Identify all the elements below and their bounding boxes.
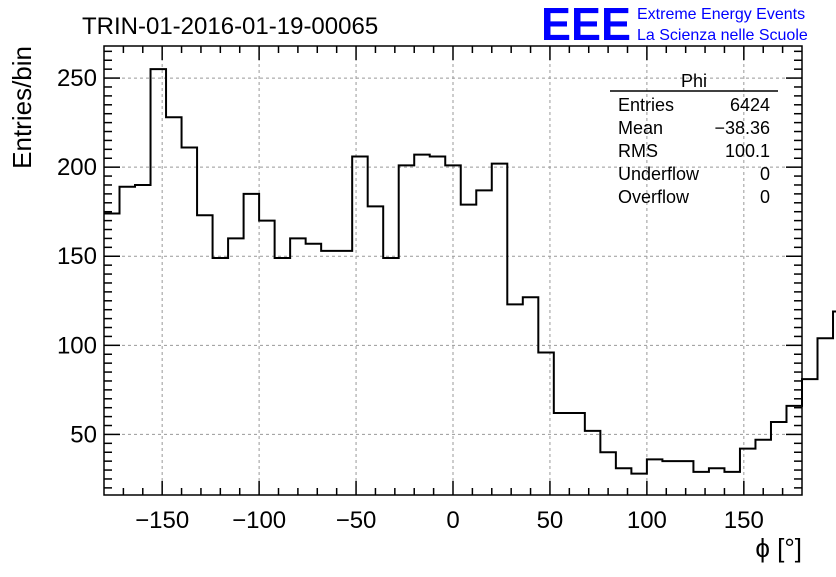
histogram-bin <box>523 297 539 495</box>
histogram-bin <box>771 422 787 495</box>
y-tick-labels: 50 100 150 200 250 <box>57 65 97 448</box>
histogram-bin <box>151 69 167 495</box>
histogram-bin <box>662 461 678 495</box>
stats-value: 0 <box>760 164 770 184</box>
histogram-bin <box>368 206 384 495</box>
eee-logo: EEE <box>541 0 631 50</box>
histogram-bin <box>337 251 353 495</box>
histogram-bin <box>585 431 601 495</box>
histogram-bin <box>693 472 709 495</box>
x-tick-label: −150 <box>135 507 189 534</box>
stats-label: Mean <box>618 118 663 138</box>
y-axis-label: Entries/bin <box>7 46 37 169</box>
histogram-bin <box>321 251 337 495</box>
histogram-bin <box>259 221 275 495</box>
stats-value: −38.36 <box>714 118 770 138</box>
histogram-bin <box>492 164 508 495</box>
grid-lines <box>104 46 802 495</box>
histogram-bin <box>802 379 818 495</box>
histogram-bin <box>290 238 306 495</box>
stats-value: 100.1 <box>725 141 770 161</box>
histogram-bin <box>445 165 461 495</box>
x-axis-label: ϕ [°] <box>755 533 802 563</box>
y-tick-label: 250 <box>57 65 97 92</box>
x-tick-label: −50 <box>336 507 377 534</box>
histogram-bin <box>213 258 229 495</box>
stats-label: Underflow <box>618 164 700 184</box>
histogram-bin <box>507 304 523 495</box>
histogram-bin <box>414 155 430 495</box>
histogram-bin <box>476 190 492 495</box>
histogram-bin <box>538 352 554 495</box>
stats-value: 6424 <box>730 95 770 115</box>
histogram-bin <box>166 117 182 495</box>
y-tick-label: 100 <box>57 332 97 359</box>
y-tick-label: 200 <box>57 154 97 181</box>
histogram-bin <box>383 258 399 495</box>
x-tick-label: 0 <box>446 507 459 534</box>
x-tick-label: −100 <box>232 507 286 534</box>
stats-label: RMS <box>618 141 658 161</box>
stats-value: 0 <box>760 187 770 207</box>
histogram-bin <box>647 459 663 495</box>
histogram-bin <box>182 148 198 495</box>
histogram-bin <box>740 449 756 495</box>
histogram-bin <box>430 156 446 495</box>
histogram-bin <box>197 215 213 495</box>
stats-box: Phi Entries 6424 Mean −38.36 RMS 100.1 Underfl… <box>610 71 778 207</box>
y-tick-label: 50 <box>70 421 97 448</box>
histogram-bin <box>135 185 151 495</box>
histogram-bin <box>724 472 740 495</box>
logo-line-2: La Scienza nelle Scuole <box>637 27 808 44</box>
histogram-bin <box>631 474 647 495</box>
histogram-bin <box>399 165 415 495</box>
histogram-bin <box>275 258 291 495</box>
histogram-bin <box>461 205 477 495</box>
stats-label: Entries <box>618 95 674 115</box>
axis-ticks <box>104 46 802 495</box>
logo-line-1: Extreme Energy Events <box>637 6 805 23</box>
run-title: TRIN-01-2016-01-19-00065 <box>82 13 378 40</box>
histogram-bin <box>228 238 244 495</box>
x-tick-label: 50 <box>537 507 564 534</box>
histogram-bin <box>244 194 260 495</box>
histogram-bin <box>120 187 136 495</box>
stats-label: Overflow <box>618 187 690 207</box>
histogram-bin <box>786 406 802 495</box>
histogram-bin <box>755 440 771 495</box>
histogram-bin <box>352 156 368 495</box>
histogram-bin <box>569 413 585 495</box>
histogram-bin <box>709 468 725 495</box>
histogram-bin <box>616 468 632 495</box>
x-tick-label: 150 <box>724 507 764 534</box>
x-tick-label: 100 <box>627 507 667 534</box>
histogram-bin <box>306 244 322 495</box>
stats-title: Phi <box>681 71 707 91</box>
y-tick-label: 150 <box>57 243 97 270</box>
x-tick-labels: −150 −100 −50 0 50 100 150 <box>135 507 764 534</box>
histogram-bin <box>554 413 570 495</box>
histogram-bin <box>818 338 834 495</box>
histogram-outline <box>104 68 836 475</box>
